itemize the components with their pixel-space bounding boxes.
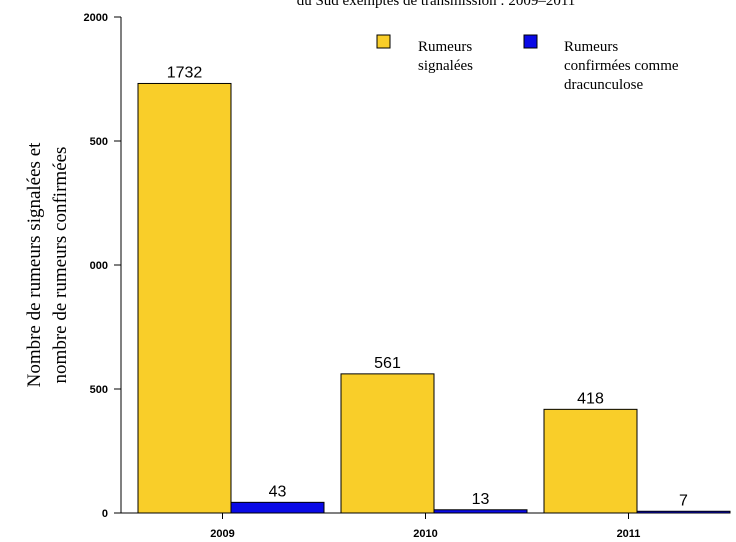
data-label: 13: [472, 491, 490, 508]
y-tick-label: 500: [90, 136, 108, 148]
data-label: 7: [679, 492, 688, 509]
legend-label-line: dracunculose: [564, 77, 643, 93]
x-tick-label: 2011: [617, 528, 641, 540]
data-label: 43: [269, 483, 287, 500]
x-tick-label: 2010: [413, 528, 437, 540]
bar: [543, 408, 638, 514]
y-tick-label: 000: [90, 260, 108, 272]
y-axis-title-line: nombre de rumeurs confirmées: [50, 147, 71, 384]
bar: [340, 373, 435, 514]
legend-label-line: Rumeurs: [564, 39, 618, 55]
x-axis: 2009 2010 2011: [121, 512, 730, 540]
bar: [636, 510, 731, 514]
chart-title: du Sud exemptes de transmission : 2009–2…: [297, 0, 576, 9]
legend: Rumeurs signalées Rumeurs confirmées comme d…: [376, 34, 679, 93]
bar: [433, 509, 528, 514]
y-axis-label: Nombre de rumeurs signalées et nombre de …: [24, 142, 71, 388]
x-tick-label: 2009: [210, 528, 234, 540]
y-tick-label: 500: [90, 384, 108, 396]
bar: [137, 82, 232, 514]
legend-label-line: Rumeurs: [418, 39, 472, 55]
y-axis-title-line: Nombre de rumeurs signalées et: [24, 142, 45, 388]
y-tick-label: 0: [102, 508, 108, 520]
data-label: 1732: [167, 64, 203, 81]
legend-label-line: confirmées comme: [564, 58, 679, 74]
legend-swatch: [376, 34, 391, 49]
legend-label-line: signalées: [418, 58, 473, 74]
data-label: 561: [374, 355, 401, 372]
legend-swatch: [523, 34, 538, 49]
data-label: 418: [577, 390, 604, 407]
y-tick-label: 2000: [84, 12, 108, 24]
y-axis: 0 500 000 500 2000: [84, 12, 122, 520]
bar: [230, 501, 325, 514]
bars: 1732 561 418 43 13 7: [137, 64, 731, 514]
